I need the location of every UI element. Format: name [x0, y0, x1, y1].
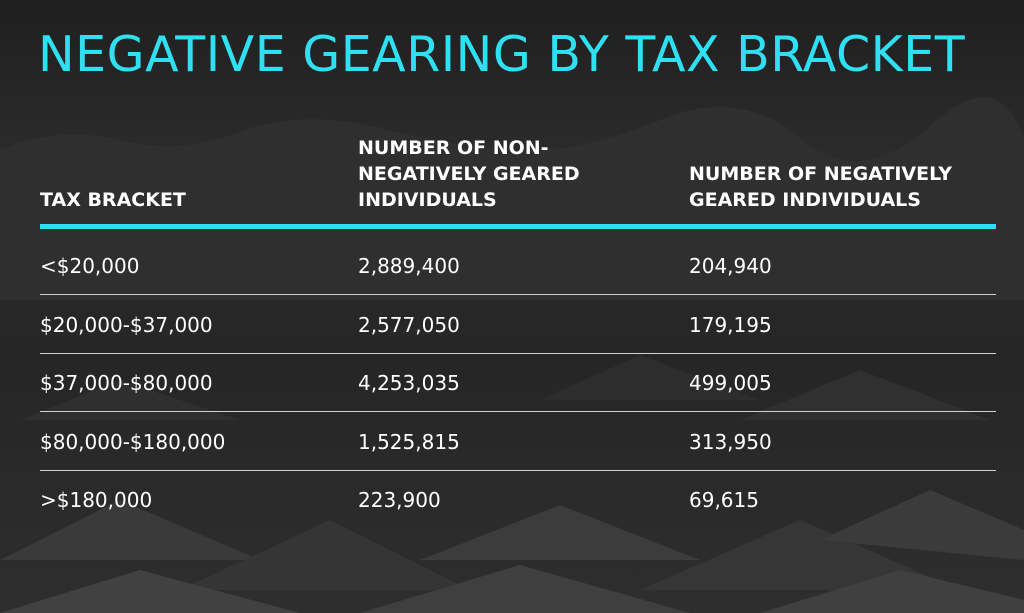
- cell-tax-bracket: $80,000-$180,000: [40, 429, 226, 454]
- table-row: $20,000-$37,000 2,577,050 179,195: [40, 296, 996, 354]
- cell-tax-bracket: $37,000-$80,000: [40, 371, 213, 395]
- cell-negatively-geared: 179,195: [689, 312, 772, 337]
- row-divider: [40, 469, 996, 471]
- column-header-non-negatively-geared: NUMBER OF NON- NEGATIVELY GEARED INDIVID…: [358, 137, 580, 211]
- cell-non-negatively-geared: 2,577,050: [358, 312, 460, 337]
- cell-tax-bracket: <$20,000: [40, 254, 140, 278]
- cell-negatively-geared: 499,005: [689, 371, 772, 395]
- table-row: >$180,000 223,900 69,615: [40, 471, 996, 529]
- table-row: $80,000-$180,000 1,525,815 313,950: [40, 413, 996, 471]
- row-divider: [40, 352, 996, 354]
- column-header-negatively-geared: NUMBER OF NEGATIVELY GEARED INDIVIDUALS: [689, 163, 953, 211]
- header-divider: [40, 224, 996, 229]
- cell-non-negatively-geared: 4,253,035: [358, 371, 460, 395]
- cell-non-negatively-geared: 2,889,400: [358, 254, 460, 278]
- cell-tax-bracket: >$180,000: [40, 488, 153, 512]
- cell-negatively-geared: 204,940: [689, 254, 772, 278]
- row-divider: [40, 411, 996, 412]
- table-row: $37,000-$80,000 4,253,035 499,005: [40, 354, 996, 412]
- column-header-tax-bracket: TAX BRACKET: [40, 189, 186, 211]
- row-divider: [40, 294, 996, 295]
- cell-non-negatively-geared: 1,525,815: [358, 429, 460, 454]
- cell-tax-bracket: $20,000-$37,000: [40, 312, 213, 337]
- table-row: <$20,000 2,889,400 204,940: [40, 237, 996, 295]
- cell-non-negatively-geared: 223,900: [358, 488, 441, 512]
- cell-negatively-geared: 69,615: [689, 488, 759, 512]
- cell-negatively-geared: 313,950: [689, 429, 772, 454]
- page-title: NEGATIVE GEARING BY TAX BRACKET: [38, 26, 966, 83]
